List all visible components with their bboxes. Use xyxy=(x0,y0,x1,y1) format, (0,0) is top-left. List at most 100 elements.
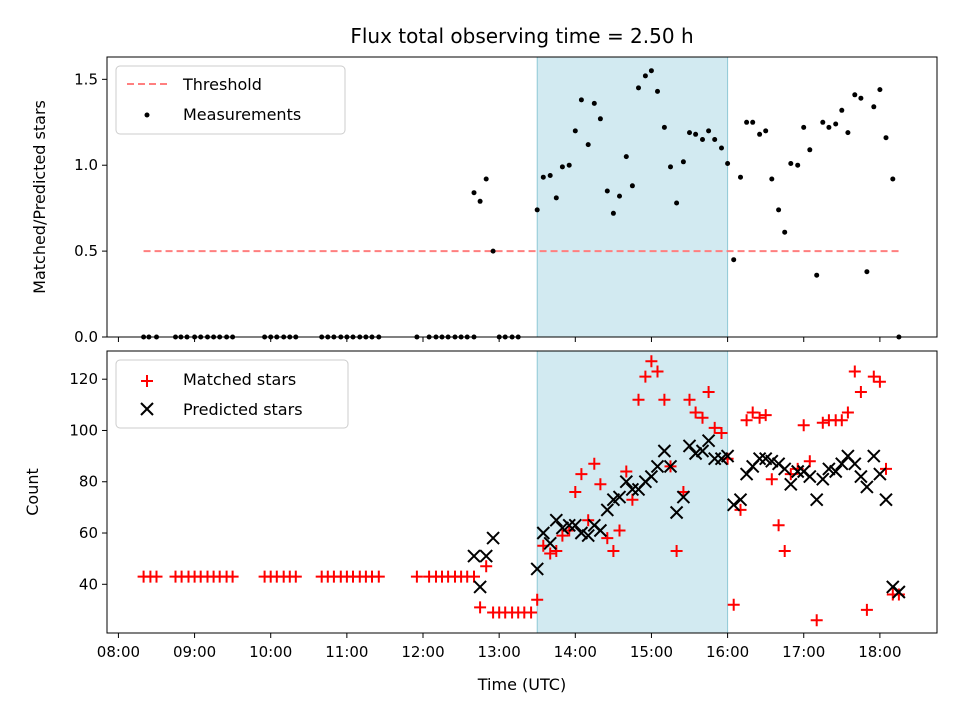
measurement-point xyxy=(597,116,603,122)
measurement-point xyxy=(629,183,635,189)
predicted-star-point xyxy=(720,449,735,463)
matched-star-point xyxy=(645,355,658,368)
x-tick-label: 11:00 xyxy=(325,643,368,661)
measurement-point xyxy=(617,193,622,199)
measurement-point xyxy=(731,257,737,263)
measurement-point xyxy=(738,174,743,180)
y-tick-label: 80 xyxy=(79,473,98,491)
top-x-ticks xyxy=(117,337,881,342)
predicted-star-point xyxy=(549,513,564,527)
measurement-point xyxy=(757,131,763,137)
measurement-point xyxy=(852,92,858,98)
matched-star-point xyxy=(607,545,620,557)
matched-star-point xyxy=(620,465,633,478)
measurement-point xyxy=(687,130,692,136)
matched-star-point xyxy=(746,406,759,419)
bottom-highlight-span xyxy=(536,350,729,634)
predicted-star-point xyxy=(739,467,754,481)
y-tick-label: 100 xyxy=(69,421,98,439)
matched-star-point xyxy=(727,598,740,611)
predicted-star-point xyxy=(663,459,678,474)
predicted-star-point xyxy=(669,505,684,520)
measurement-point xyxy=(719,145,724,151)
matched-star-point xyxy=(765,473,778,486)
measurement-point xyxy=(623,154,629,160)
matched-star-point xyxy=(632,393,645,406)
matched-star-point xyxy=(626,493,639,506)
matched-star-point xyxy=(734,503,747,516)
predicted-star-point xyxy=(835,457,849,471)
matched-star-point xyxy=(658,393,671,406)
top-panel: 0.0 0.5 1.0 1.5 Matched/Predicted stars Thr… xyxy=(30,56,938,346)
predicted-star-point xyxy=(867,449,881,463)
predicted-star-point xyxy=(479,549,493,563)
predicted-star-point xyxy=(536,526,551,540)
matched-star-point xyxy=(702,386,715,398)
x-tick-label: 09:00 xyxy=(173,643,216,661)
matched-star-point xyxy=(772,519,785,532)
predicted-star-point xyxy=(848,457,862,471)
measurement-point xyxy=(769,176,775,182)
matched-star-point xyxy=(670,545,683,557)
predicted-star-point xyxy=(816,472,830,486)
matched-star-point xyxy=(569,486,582,498)
predicted-star-point xyxy=(568,518,583,533)
measurement-point xyxy=(839,107,845,113)
matched-star-point xyxy=(468,570,480,583)
matched-star-point xyxy=(150,570,163,583)
measurement-point xyxy=(578,97,584,103)
measurement-point xyxy=(655,88,660,94)
x-tick-label: 15:00 xyxy=(630,643,673,661)
x-tick-label: 16:00 xyxy=(706,643,749,661)
predicted-star-point xyxy=(790,464,805,479)
predicted-star-point xyxy=(562,518,576,533)
measurement-point xyxy=(890,176,896,182)
legend-measurements-swatch xyxy=(144,112,150,118)
matched-star-point xyxy=(708,421,721,434)
matched-star-point xyxy=(651,365,664,378)
predicted-star-point xyxy=(530,562,544,576)
matched-star-point xyxy=(797,419,810,432)
measurement-point xyxy=(559,164,565,170)
matched-star-point xyxy=(474,601,487,614)
measurement-point xyxy=(877,87,883,93)
legend-matched-swatch xyxy=(141,375,153,387)
measurement-point xyxy=(776,207,782,213)
matched-star-point xyxy=(531,593,544,606)
measurement-point xyxy=(642,73,648,79)
top-legend-box xyxy=(115,65,346,135)
predicted-star-point xyxy=(467,549,481,563)
x-tick-label: 13:00 xyxy=(478,643,521,661)
measurement-point xyxy=(788,161,794,166)
measurement-point xyxy=(795,162,801,168)
matched-star-point xyxy=(759,409,772,422)
legend-predicted-swatch xyxy=(140,402,154,416)
x-tick-label: 08:00 xyxy=(97,643,140,661)
measurement-point xyxy=(871,104,877,110)
measurement-point xyxy=(700,137,705,142)
top-legend: Threshold Measurements xyxy=(115,65,346,135)
predicted-star-point xyxy=(777,462,792,476)
predicted-star-point xyxy=(543,536,557,551)
matched-star-point xyxy=(860,603,873,616)
matched-star-point xyxy=(867,370,880,383)
y-tick-label: 40 xyxy=(79,575,98,593)
predicted-star-point xyxy=(726,498,741,512)
predicted-star-point xyxy=(854,469,868,484)
bottom-panel: 40 60 80 100 120 08:00 09:00 10:00 11:00 12:00 13… xyxy=(23,350,938,694)
predicted-star-point xyxy=(752,451,767,466)
predicted-star-point xyxy=(473,580,487,594)
measurement-point xyxy=(814,272,820,278)
predicted-star-point xyxy=(650,459,665,474)
measurement-point xyxy=(553,195,559,201)
measurement-point xyxy=(604,188,610,194)
matched-star-point xyxy=(594,478,607,491)
matched-star-point xyxy=(613,524,626,537)
matched-star-point xyxy=(854,386,867,398)
measurement-point xyxy=(661,124,667,130)
x-tick-label: 12:00 xyxy=(401,643,444,661)
predicted-star-point xyxy=(860,480,874,494)
matched-star-point xyxy=(892,588,905,601)
predicted-star-point xyxy=(619,474,634,489)
